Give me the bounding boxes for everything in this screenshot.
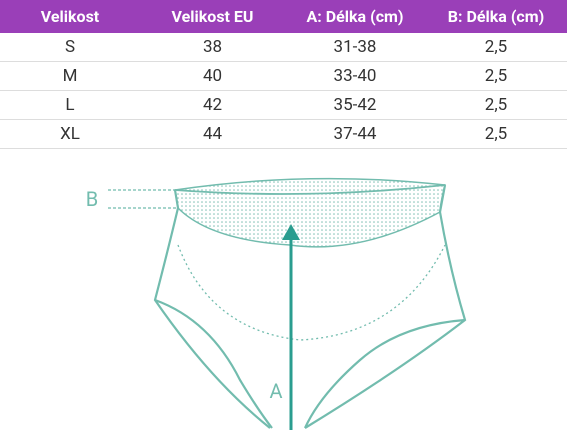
table-cell: 40 bbox=[140, 61, 285, 91]
briefs-diagram: B A bbox=[86, 177, 467, 430]
table-cell: 38 bbox=[140, 33, 285, 62]
table-cell: 2,5 bbox=[425, 119, 567, 149]
table-body: S 38 31-38 2,5 M 40 33-40 2,5 L 42 35-42 2,5 XL 44 37-… bbox=[0, 33, 567, 149]
table-row: M 40 33-40 2,5 bbox=[0, 61, 567, 91]
table-cell: 44 bbox=[140, 119, 285, 149]
table-cell: 35-42 bbox=[285, 90, 425, 120]
b-guides bbox=[108, 189, 178, 209]
briefs-outline bbox=[153, 177, 467, 429]
table-cell: XL bbox=[0, 119, 140, 149]
table-cell: 2,5 bbox=[425, 33, 567, 62]
table-cell: L bbox=[0, 90, 140, 120]
table-cell: 42 bbox=[140, 90, 285, 120]
table-cell: S bbox=[0, 33, 140, 62]
header-cell: Velikost bbox=[0, 0, 140, 33]
table-cell: 2,5 bbox=[425, 90, 567, 120]
label-b: B bbox=[86, 187, 98, 211]
header-row: Velikost Velikost EU A: Délka (cm) B: Délka… bbox=[0, 0, 567, 33]
table-row: S 38 31-38 2,5 bbox=[0, 33, 567, 62]
header-cell: B: Délka (cm) bbox=[425, 0, 567, 33]
label-a: A bbox=[269, 379, 282, 403]
table-row: L 42 35-42 2,5 bbox=[0, 90, 567, 120]
table-cell: M bbox=[0, 61, 140, 91]
a-arrowhead bbox=[282, 224, 300, 240]
table-cell: 2,5 bbox=[425, 61, 567, 91]
table-cell: 33-40 bbox=[285, 61, 425, 91]
table-row: XL 44 37-44 2,5 bbox=[0, 119, 567, 149]
size-table: Velikost Velikost EU A: Délka (cm) B: Délka… bbox=[0, 0, 567, 149]
header-cell: Velikost EU bbox=[140, 0, 285, 33]
header-cell: A: Délka (cm) bbox=[285, 0, 425, 33]
table-cell: 31-38 bbox=[285, 33, 425, 62]
table-cell: 37-44 bbox=[285, 119, 425, 149]
